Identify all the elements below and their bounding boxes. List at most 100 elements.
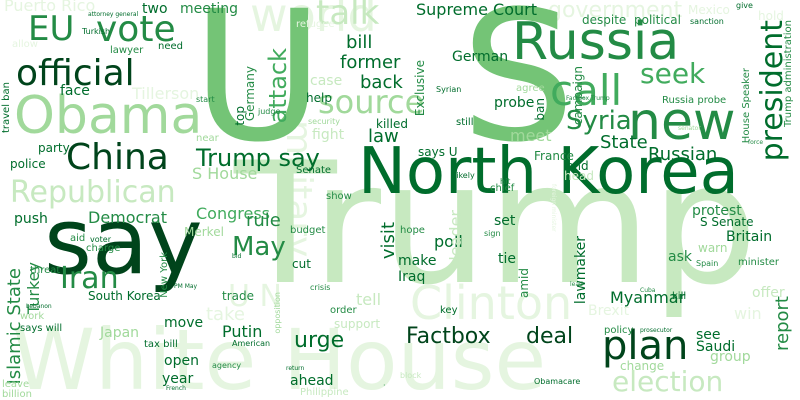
word-leave: leave — [2, 379, 30, 390]
word-american: American — [232, 339, 271, 348]
word-give: give — [736, 1, 753, 10]
word-foreign-minister: foreign minister — [550, 184, 557, 232]
word-south-korea: South Korea — [88, 289, 161, 303]
word-policy: policy — [604, 325, 634, 336]
word-kill: kill — [672, 291, 687, 302]
word-minister: minister — [738, 257, 780, 268]
word-attorney-general: attorney general — [88, 11, 139, 18]
word-say: say — [44, 188, 203, 295]
word-exclusive: Exclusive — [413, 60, 427, 117]
word-take: take — [206, 304, 245, 325]
word-lawyer: lawyer — [110, 45, 144, 56]
word-set: set — [494, 213, 516, 229]
word-syrian: Syrian — [436, 85, 462, 94]
word-us: U S — [192, 0, 616, 182]
word-tie: tie — [498, 251, 516, 267]
word-republican: Republican — [10, 175, 176, 210]
word-start: start — [196, 95, 215, 104]
word-make: make — [398, 253, 437, 269]
word-tax-bill: tax bill — [144, 339, 178, 350]
word-saudi: Saudi — [696, 339, 736, 355]
word-still: still — [456, 117, 474, 128]
word-threat: threat — [30, 265, 61, 276]
word-s-house: S House — [192, 164, 258, 183]
word-hold: hold — [758, 9, 784, 23]
word-aid: aid — [70, 233, 86, 244]
word-billion: billion — [2, 389, 32, 400]
word-factbox: Factbox — [406, 324, 491, 349]
word-house-speaker: House Speaker — [741, 68, 752, 144]
word-party: party — [38, 141, 70, 155]
word-white-house: White House — [12, 311, 547, 400]
word-cuba: Cuba — [640, 287, 656, 294]
word-source: source — [318, 83, 425, 121]
word-puerto-rico: Puerto Rico — [4, 0, 96, 15]
word-end: end — [566, 159, 589, 173]
word-russia: Russia — [512, 12, 680, 72]
word-japan: Japan — [100, 325, 140, 341]
word-change: change — [620, 359, 665, 373]
word-china: China — [66, 137, 169, 178]
word-syria: Syria — [566, 106, 632, 136]
word-pm-may: PM May — [174, 283, 198, 290]
word-factbox-trump: Factbox Trump — [566, 95, 610, 102]
word-push: push — [14, 211, 48, 227]
word-ask: ask — [668, 249, 692, 265]
word-north-korea: North Korea — [358, 135, 739, 209]
word-allow: allow — [12, 39, 38, 50]
word-near: near — [196, 133, 219, 144]
word-obama: Obama — [14, 86, 203, 146]
word-show: show — [326, 191, 352, 202]
word-call: call — [550, 66, 623, 115]
word-prosecutor: prosecutor — [640, 327, 673, 334]
word-block: block — [400, 371, 422, 380]
word-protest: protest — [692, 203, 742, 219]
word-mexico: Mexico — [688, 3, 730, 17]
word-bill: bill — [346, 32, 373, 53]
word-britain: Britain — [726, 229, 773, 245]
word-russian: Russian — [648, 144, 718, 165]
word-brexit: Brexit — [588, 303, 630, 319]
word-senator: senator — [678, 125, 701, 132]
word-open: open — [164, 353, 199, 369]
word-help: help — [306, 91, 332, 105]
word-lawmaker: lawmaker — [573, 236, 589, 305]
word-myanmar: Myanmar — [610, 288, 686, 307]
word-trump-say: Trump say — [196, 144, 320, 172]
word-move: move — [164, 315, 204, 331]
word-world: world — [250, 0, 377, 42]
word-despite: despite — [582, 13, 627, 27]
word-key: key — [440, 305, 458, 316]
word-warn: warn — [698, 241, 728, 255]
word-says-will: says will — [20, 323, 63, 334]
word-political: political — [634, 13, 681, 27]
word-tillerson: Tillerson — [132, 84, 200, 103]
word-rule: rule — [246, 210, 281, 231]
word-budget: budget — [290, 225, 326, 236]
word-eu: EU — [28, 9, 75, 49]
word-probe: probe — [494, 95, 535, 111]
word-group: group — [710, 349, 751, 365]
word-senate: Senate — [296, 165, 332, 176]
word-case: case — [310, 73, 343, 89]
word-opposition: opposition — [273, 292, 282, 334]
word-un: U N — [228, 279, 282, 314]
word-meet: meet — [510, 126, 552, 145]
word-talk: talk — [316, 0, 380, 33]
word-russia-probe: Russia probe — [662, 95, 727, 106]
word-face: face — [60, 83, 90, 99]
word-charge: charge — [86, 243, 121, 254]
word-killed: killed — [376, 117, 408, 131]
word-year: year — [162, 371, 194, 387]
word-bid: bid — [232, 253, 242, 260]
word-work: work — [20, 311, 45, 322]
word-poll: poll — [434, 232, 463, 251]
word-putin: Putin — [222, 322, 263, 341]
word-former: former — [340, 52, 401, 73]
word-merkel: Merkel — [184, 225, 224, 239]
word-ban: ban — [533, 98, 547, 121]
word-sanction: sanction — [690, 17, 724, 26]
word-government: government — [548, 0, 683, 23]
word-trump: Trump — [234, 126, 758, 322]
